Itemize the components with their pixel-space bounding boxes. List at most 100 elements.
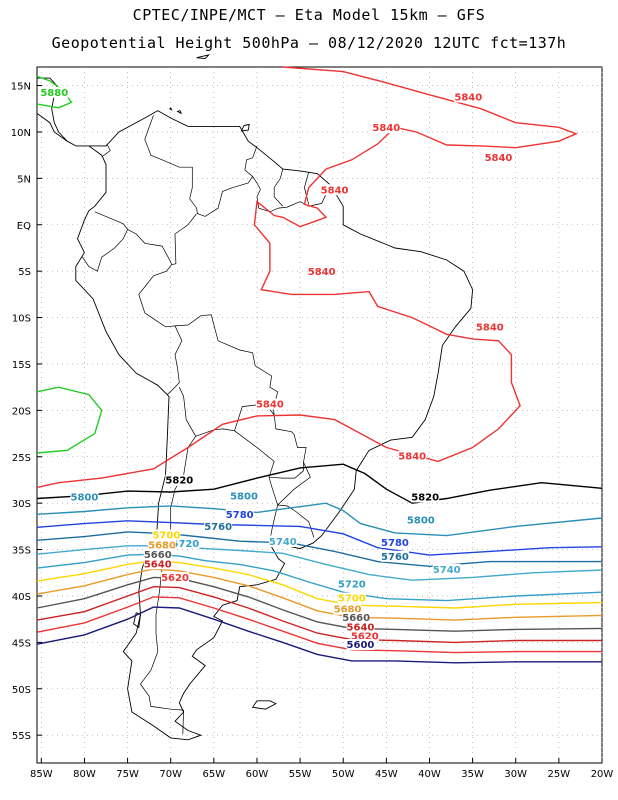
contour-label-bg xyxy=(411,491,440,503)
country-border xyxy=(304,171,310,205)
contour-label-bg xyxy=(161,572,190,584)
title-line-2: Geopotential Height 500hPa – 08/12/2020 … xyxy=(51,34,567,52)
contour-label-bg xyxy=(342,612,371,624)
contour-5640 xyxy=(36,585,602,644)
contour-label-bg xyxy=(406,514,435,526)
contour-label-5760: 5760 xyxy=(204,522,232,533)
lat-tick-label: 20S xyxy=(12,406,31,417)
contour-label-5640: 5640 xyxy=(347,622,375,633)
contour-label-bg xyxy=(143,558,172,570)
contour-label-5820: 5820 xyxy=(411,492,439,503)
contour-label-5840: 5840 xyxy=(398,452,426,463)
contour-label-bg xyxy=(70,491,99,503)
contour-label-bg xyxy=(333,603,362,615)
lon-tick-label: 25W xyxy=(548,769,571,780)
contour-5800 xyxy=(36,502,603,537)
contour-5820 xyxy=(36,463,603,504)
contour-label-bg xyxy=(350,630,379,642)
contour-label-5800: 5800 xyxy=(71,492,99,503)
lon-tick-label: 80W xyxy=(73,769,96,780)
contour-label-5780: 5780 xyxy=(226,510,254,521)
country-borders xyxy=(81,115,330,735)
contour-label-bg xyxy=(171,537,200,549)
contour-label-bg xyxy=(398,450,427,462)
contour-label-bg xyxy=(380,550,409,562)
contour-label-bg xyxy=(225,509,254,521)
contour-5700 xyxy=(36,559,603,609)
contour-label-5640: 5640 xyxy=(144,559,172,570)
contour-label-bg xyxy=(255,398,284,410)
country-border xyxy=(178,387,197,437)
contour-5780 xyxy=(36,520,603,556)
contour-label-bg xyxy=(484,151,513,163)
contour-label-5840: 5840 xyxy=(256,400,284,411)
country-border xyxy=(273,169,284,207)
country-border xyxy=(268,477,279,536)
lon-tick-label: 55W xyxy=(289,769,312,780)
coastline xyxy=(240,123,250,132)
country-border xyxy=(144,115,258,217)
contour-label-5840: 5840 xyxy=(454,92,482,103)
contour-label-bg xyxy=(337,592,366,604)
contour-label-5800: 5800 xyxy=(407,516,435,527)
contour-label-5740: 5740 xyxy=(269,537,297,548)
coastline xyxy=(169,107,173,111)
contour-5880 xyxy=(36,386,103,454)
contour-label-bg xyxy=(230,490,259,502)
lon-tick-label: 70W xyxy=(159,769,182,780)
contour-label-5620: 5620 xyxy=(161,573,189,584)
contour-label-5680: 5680 xyxy=(148,541,176,552)
country-border xyxy=(167,325,183,395)
contour-label-5880: 5880 xyxy=(40,88,68,99)
country-border xyxy=(174,314,279,416)
contour-5840 xyxy=(36,66,578,489)
coastline xyxy=(176,110,182,115)
contour-label-bg xyxy=(475,321,504,333)
contour-label-5720: 5720 xyxy=(338,580,366,591)
contour-5680 xyxy=(36,568,603,621)
contour-5660 xyxy=(36,576,603,632)
country-border xyxy=(140,436,196,711)
coastlines xyxy=(36,54,474,741)
country-border xyxy=(127,229,172,265)
contour-label-5700: 5700 xyxy=(338,594,366,605)
lat-tick-label: 25S xyxy=(12,453,31,464)
contour-label-5620: 5620 xyxy=(351,632,379,643)
contour-label-bg xyxy=(380,536,409,548)
contour-label-5840: 5840 xyxy=(321,185,349,196)
lat-tick-label: 30S xyxy=(12,499,31,510)
contour-label-5800: 5800 xyxy=(230,492,258,503)
lat-tick-label: 15S xyxy=(12,360,31,371)
contour-label-5700: 5700 xyxy=(152,530,180,541)
coastline xyxy=(37,77,68,142)
contour-label-5760: 5760 xyxy=(381,552,409,563)
contour-label-bg xyxy=(372,122,401,134)
axis-ticks: 15N 10N 5N EQ 5S 10S 15S 20S 25S 30S 35S 40S 45S 50S 5… xyxy=(11,82,614,780)
lon-tick-label: 75W xyxy=(116,769,139,780)
height-contours: 5880 5840 5840 5840 5840 5840 5840 5840 5840 5820… xyxy=(36,66,603,664)
lon-tick-label: 85W xyxy=(30,769,53,780)
lat-tick-label: 40S xyxy=(12,592,31,603)
contour-label-bg xyxy=(337,578,366,590)
country-border xyxy=(234,430,275,478)
contour-label-bg xyxy=(320,184,349,196)
lon-tick-label: 45W xyxy=(375,769,398,780)
contour-label-5820: 5820 xyxy=(165,476,193,487)
contour-label-bg xyxy=(307,265,336,277)
coastline xyxy=(251,700,277,710)
lon-tick-label: 35W xyxy=(461,769,484,780)
contour-5740 xyxy=(36,545,603,581)
contour-label-5840: 5840 xyxy=(485,153,513,164)
country-border xyxy=(101,143,111,158)
lat-tick-label: 15N xyxy=(11,82,31,93)
contour-label-bg xyxy=(148,539,177,551)
country-border xyxy=(81,229,128,272)
contour-label-5840: 5840 xyxy=(372,123,400,134)
coastline xyxy=(36,113,77,147)
contour-label-bg xyxy=(454,91,483,103)
lat-tick-label: 10N xyxy=(11,128,31,139)
contour-label-bg xyxy=(204,521,233,533)
contour-label-bg xyxy=(346,639,375,650)
lon-tick-label: 60W xyxy=(246,769,269,780)
contour-label-bg xyxy=(165,474,194,486)
